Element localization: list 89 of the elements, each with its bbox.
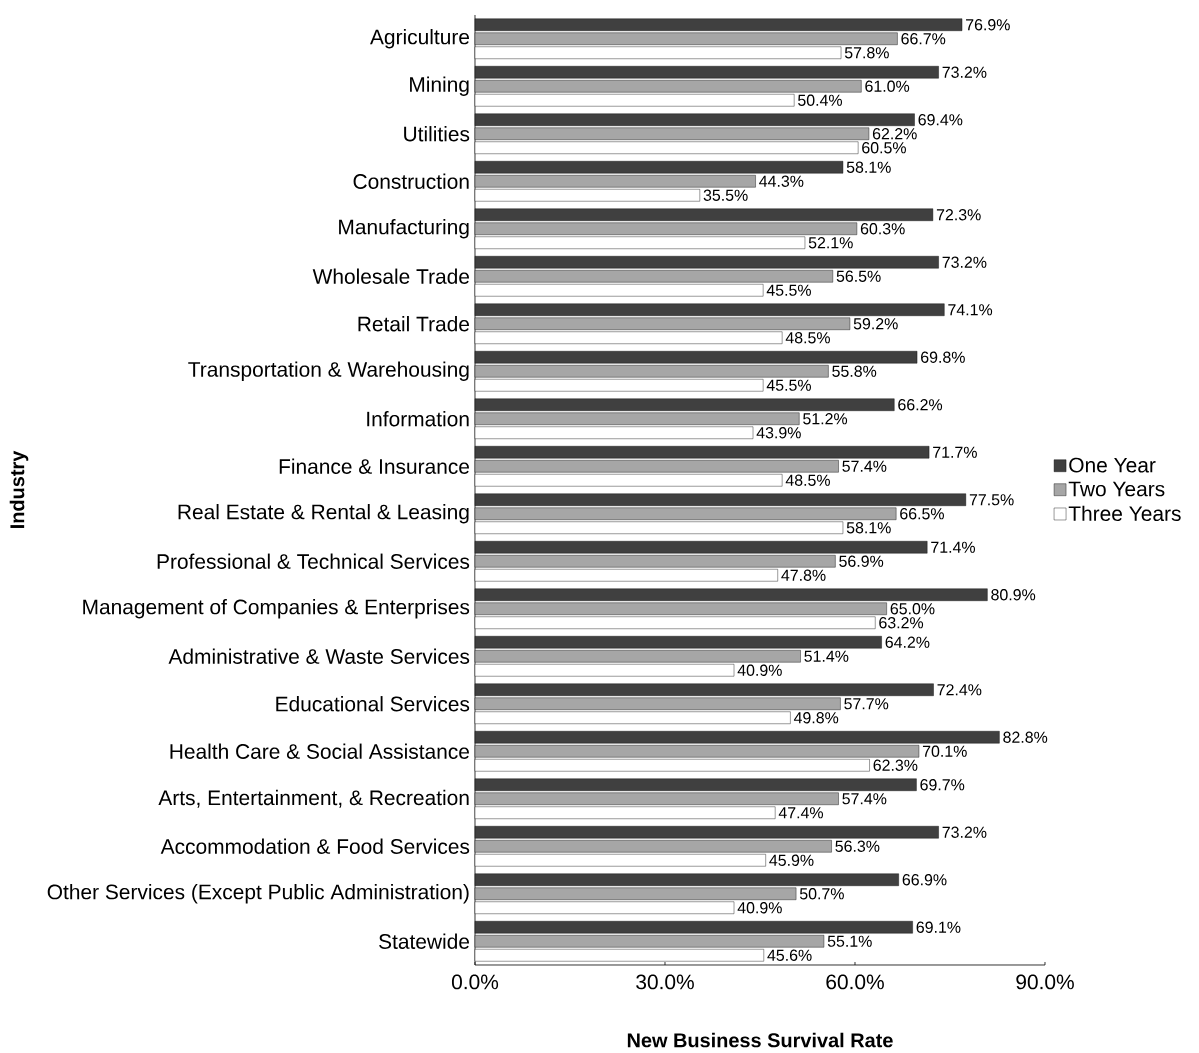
y-tick-label: Health Care & Social Assistance <box>170 743 469 759</box>
data-label: 45.5% <box>766 284 811 296</box>
data-label: 40.9% <box>737 664 782 676</box>
data-label: 73.2% <box>942 256 987 268</box>
data-label: 70.1% <box>922 745 967 757</box>
y-tick-label: Arts, Entertainment, & Recreation <box>158 789 469 808</box>
data-label: 56.3% <box>835 840 880 852</box>
data-label: 62.3% <box>873 759 918 771</box>
data-label: 50.4% <box>798 94 843 106</box>
data-label: 43.9% <box>756 427 801 439</box>
data-label: 56.5% <box>836 270 881 282</box>
data-label: 76.9% <box>966 19 1010 31</box>
y-tick-label: Statewide <box>379 933 470 949</box>
data-label: 82.8% <box>1003 731 1048 743</box>
data-label: 63.2% <box>879 617 924 629</box>
y-tick-label: Administrative & Waste Services <box>168 648 470 664</box>
data-label: 61.0% <box>865 80 910 92</box>
y-tick-label: Management of Companies & Enterprises <box>83 599 470 619</box>
data-label: 45.9% <box>769 854 814 866</box>
y-tick-label: Manufacturing <box>339 219 469 239</box>
data-label: 72.3% <box>936 209 981 221</box>
data-label: 51.2% <box>803 413 848 425</box>
y-tick-label: Utilities <box>404 126 470 142</box>
y-tick-label: Construction <box>353 173 469 189</box>
data-label: 55.1% <box>827 935 872 947</box>
data-label: 66.9% <box>902 874 947 886</box>
data-label: 50.7% <box>799 888 844 900</box>
data-label: 60.3% <box>860 223 905 235</box>
y-tick-label: Other Services (Except Public Administration) <box>47 884 469 904</box>
data-label: 72.4% <box>937 684 982 696</box>
data-label: 57.8% <box>844 47 889 59</box>
data-label: 71.7% <box>933 446 977 458</box>
data-label: 49.8% <box>793 712 839 724</box>
data-label: 60.5% <box>862 142 906 154</box>
y-axis-title: Industry <box>9 450 29 528</box>
data-label: 51.4% <box>804 650 849 662</box>
data-label: 71.4% <box>931 541 976 553</box>
x-axis-title: New Business Survival Rate <box>627 1032 893 1048</box>
data-label: 55.8% <box>832 365 877 377</box>
y-tick-label: Educational Services <box>276 696 470 712</box>
x-tick-label: 30.0% <box>636 974 694 990</box>
y-tick-label: Wholesale Trade <box>312 268 470 284</box>
y-tick-label: Real Estate & Rental & Leasing <box>178 504 469 524</box>
data-label: 47.8% <box>781 569 826 581</box>
x-tick-label: 60.0% <box>826 974 884 990</box>
data-label: 48.5% <box>785 332 830 344</box>
data-label: 66.2% <box>898 399 943 411</box>
data-label: 56.9% <box>839 555 884 567</box>
y-tick-label: Accommodation & Food Services <box>160 838 470 854</box>
data-label: 52.1% <box>808 237 853 249</box>
data-label: 69.1% <box>916 921 961 933</box>
data-label: 69.4% <box>918 114 963 126</box>
x-tick-label: 90.0% <box>1016 974 1074 990</box>
x-tick-label: 0.0% <box>451 974 499 990</box>
data-label: 62.2% <box>872 128 917 140</box>
data-label: 47.4% <box>778 807 824 819</box>
data-label: 74.1% <box>948 304 993 316</box>
data-label: 73.2% <box>942 66 987 78</box>
data-label: 45.6% <box>767 949 812 961</box>
data-label: 66.7% <box>901 33 946 45</box>
data-label: 80.9% <box>991 589 1036 601</box>
data-label: 69.7% <box>920 779 965 791</box>
data-label: 73.2% <box>942 826 987 838</box>
y-tick-label: Transportation & Warehousing <box>188 361 469 381</box>
data-label: 57.7% <box>844 698 889 710</box>
legend-label: One Year <box>1069 457 1156 473</box>
data-label: 35.5% <box>703 189 748 201</box>
data-label: 44.3% <box>759 175 804 187</box>
y-tick-label: Retail Trade <box>358 316 470 332</box>
legend-label: Three Years <box>1068 505 1181 522</box>
data-label: 64.2% <box>885 636 930 648</box>
data-label: 48.5% <box>785 474 830 486</box>
y-tick-label: Agriculture <box>370 28 470 49</box>
data-label: 69.8% <box>921 351 965 363</box>
y-tick-label: Professional & Technical Services <box>157 553 470 569</box>
data-label: 58.1% <box>846 161 891 173</box>
legend-label: Two Years <box>1068 481 1165 497</box>
y-tick-label: Mining <box>410 76 469 96</box>
y-tick-label: Finance & Insurance <box>279 458 469 474</box>
y-tick-label: Information <box>367 411 469 427</box>
data-label: 58.1% <box>846 522 891 534</box>
data-label: 77.5% <box>969 494 1014 506</box>
data-label: 66.5% <box>900 508 944 520</box>
data-label: 57.4% <box>842 793 887 805</box>
data-label: 45.5% <box>766 379 811 391</box>
data-label: 57.4% <box>842 460 887 472</box>
data-label: 59.2% <box>853 318 898 330</box>
data-label: 40.9% <box>737 902 782 914</box>
data-label: 65.0% <box>890 603 935 615</box>
